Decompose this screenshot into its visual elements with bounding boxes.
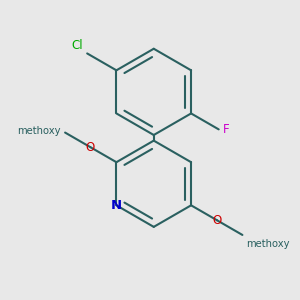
Text: O: O — [212, 214, 222, 227]
Text: methoxy: methoxy — [17, 126, 61, 136]
Text: N: N — [111, 199, 122, 212]
Text: methoxy: methoxy — [246, 239, 290, 249]
Text: F: F — [223, 123, 229, 136]
Text: Cl: Cl — [72, 39, 83, 52]
Text: O: O — [86, 141, 95, 154]
